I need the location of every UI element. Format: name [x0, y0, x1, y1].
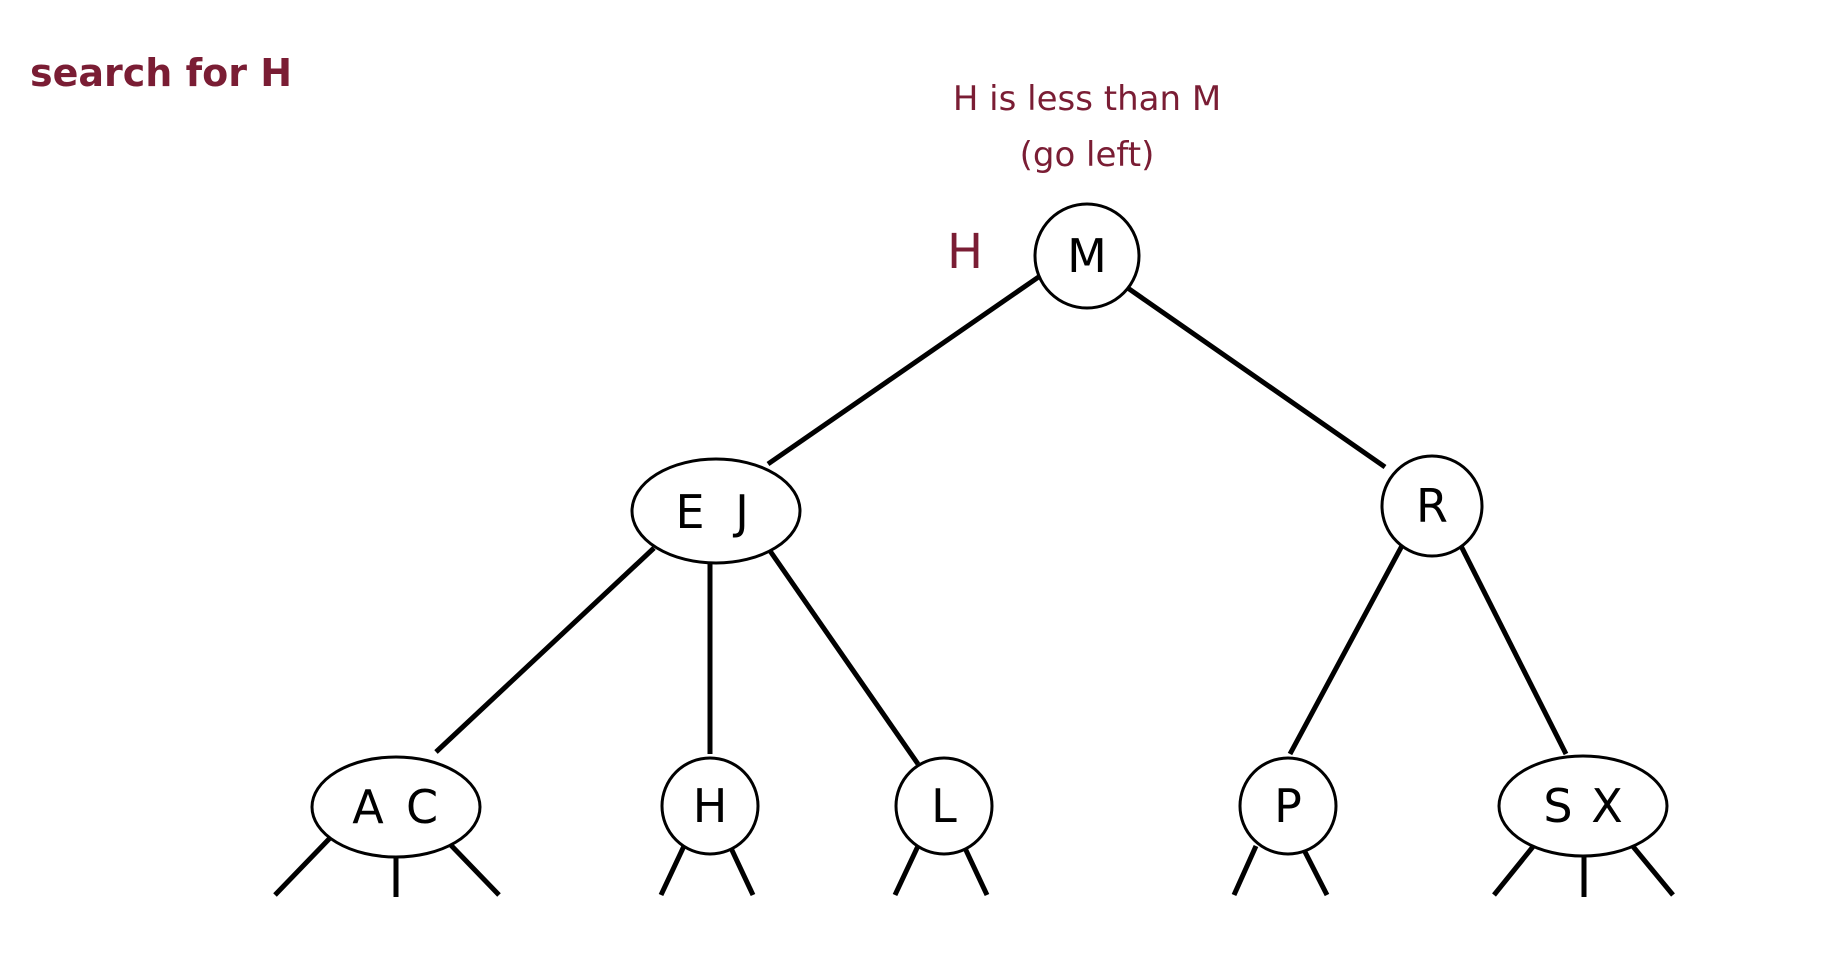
edge-r-p — [1287, 540, 1407, 756]
edge-r-sx — [1456, 540, 1569, 756]
tree-node-h: H — [660, 756, 760, 856]
stub-p-right — [1299, 844, 1330, 897]
tree-node-r: R — [1380, 454, 1484, 558]
tree-node-l: L — [894, 756, 994, 856]
node-key: R — [1416, 479, 1448, 533]
page-title: search for H — [30, 51, 292, 95]
stub-ac-right — [442, 836, 501, 897]
node-key: J — [732, 485, 749, 539]
node-shape — [894, 756, 994, 856]
node-shape — [1380, 454, 1484, 558]
node-shape — [630, 457, 802, 565]
node-shape — [310, 755, 482, 859]
node-key: M — [1067, 229, 1107, 283]
comparison-annotation: H is less than M — [953, 79, 1221, 119]
node-key: H — [693, 779, 728, 833]
tree-node-e-j: E J — [630, 457, 802, 565]
tree-node-a-c: A C — [310, 755, 482, 859]
node-key: A — [352, 780, 384, 834]
stub-h-right — [727, 844, 756, 897]
edge-ej-l — [765, 546, 921, 766]
node-key: P — [1274, 779, 1302, 833]
tree-nodes: M E J R A C H L — [310, 202, 1669, 859]
direction-annotation: (go left) — [1020, 135, 1155, 175]
stub-ac-left — [273, 836, 332, 897]
tree-node-root: M — [1033, 202, 1141, 310]
stub-l-right — [961, 844, 990, 897]
node-key: C — [406, 780, 438, 834]
node-key: X — [1591, 779, 1623, 833]
tree-edges — [273, 273, 1675, 897]
tree-node-s-x: S X — [1497, 754, 1669, 858]
edge-m-r — [1120, 281, 1387, 470]
node-shape — [660, 756, 760, 856]
stub-h-left — [658, 844, 687, 897]
node-key: E — [675, 485, 704, 539]
edge-m-ej — [766, 273, 1042, 467]
node-shape — [1497, 754, 1669, 858]
stub-l-left — [892, 844, 921, 897]
node-key: S — [1543, 779, 1572, 833]
node-shape — [1238, 756, 1338, 856]
node-key: L — [931, 779, 957, 833]
stub-p-left — [1231, 844, 1259, 897]
edge-ej-ac — [434, 546, 656, 754]
node-shape — [1033, 202, 1141, 310]
search-key-label: H — [947, 224, 983, 280]
tree-node-p: P — [1238, 756, 1338, 856]
